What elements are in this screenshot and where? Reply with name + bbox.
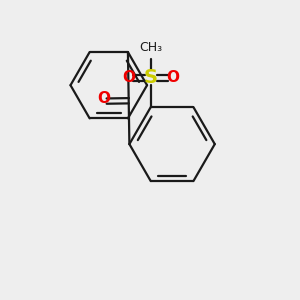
Text: O: O [97, 91, 110, 106]
Text: O: O [122, 70, 135, 85]
Text: CH₃: CH₃ [139, 41, 162, 54]
Text: S: S [144, 68, 158, 87]
Text: O: O [166, 70, 179, 85]
